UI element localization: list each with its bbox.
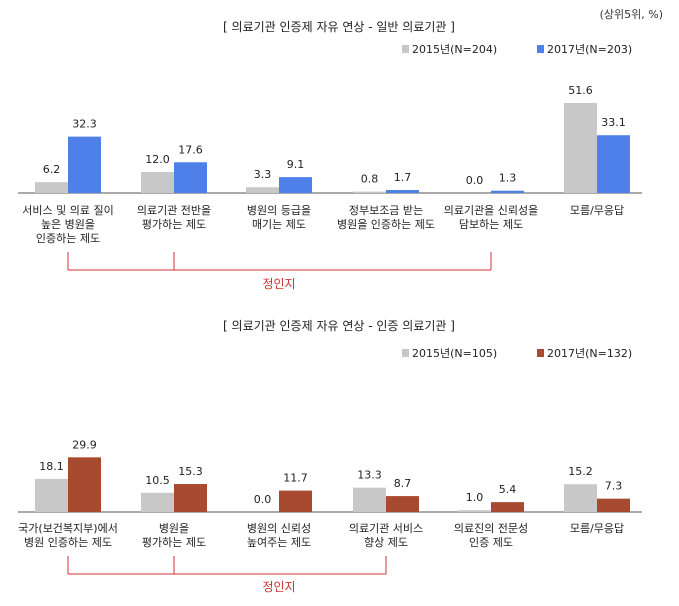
- bar: [174, 162, 207, 193]
- bar: [353, 191, 386, 193]
- data-label: 51.6: [568, 84, 593, 97]
- bar: [279, 490, 312, 512]
- bar: [141, 172, 174, 193]
- data-label: 13.3: [357, 469, 382, 482]
- category-label: 향상 제도: [364, 536, 408, 549]
- category-label: 서비스 및 의료 질이: [22, 204, 113, 217]
- data-label: 0.8: [361, 173, 379, 186]
- legend-label: 2015년(N=105): [412, 347, 497, 360]
- data-label: 18.1: [39, 460, 64, 473]
- chart-title: [ 의료기관 인증제 자유 연상 - 일반 의료기관 ]: [223, 20, 455, 34]
- data-label: 11.7: [283, 472, 308, 485]
- data-label: 29.9: [72, 438, 97, 451]
- bar: [458, 510, 491, 512]
- legend-swatch: [537, 349, 544, 357]
- data-label: 12.0: [145, 153, 170, 166]
- bar: [386, 496, 419, 512]
- legend-swatch: [402, 45, 409, 53]
- data-label: 32.3: [72, 118, 97, 131]
- data-label: 8.7: [394, 477, 412, 490]
- bar: [353, 487, 386, 512]
- data-label: 3.3: [254, 168, 272, 181]
- data-label: 9.1: [287, 158, 305, 171]
- category-label: 높은 병원을: [41, 218, 95, 231]
- legend-label: 2017년(N=132): [547, 347, 632, 360]
- data-label: 1.7: [394, 171, 412, 184]
- bar: [35, 478, 68, 512]
- category-label: 병원을: [159, 522, 189, 535]
- bar: [35, 182, 68, 193]
- category-label: 모름/무응답: [570, 204, 624, 217]
- data-label: 15.3: [178, 465, 203, 478]
- category-label: 국가(보건복지부)에서: [18, 522, 118, 535]
- legend-label: 2017년(N=203): [547, 43, 632, 56]
- data-label: 1.0: [466, 491, 484, 504]
- data-label: 1.3: [499, 172, 517, 185]
- category-label: 병원 인증하는 제도: [24, 535, 112, 549]
- category-label: 평가하는 제도: [142, 217, 206, 231]
- category-label: 병원의 신뢰성: [247, 522, 311, 535]
- bar: [564, 102, 597, 193]
- data-label: 6.2: [43, 163, 61, 176]
- bar: [386, 190, 419, 193]
- bar: [491, 502, 524, 512]
- category-label: 정부보조금 받는: [349, 204, 423, 217]
- data-label: 0.0: [466, 174, 484, 187]
- unit-note: (상위5위, %): [599, 8, 663, 21]
- category-label: 의료기관을 신뢰성을: [444, 204, 539, 217]
- legend-label: 2015년(N=204): [412, 43, 497, 56]
- bar: [279, 177, 312, 193]
- data-label: 15.2: [568, 465, 593, 478]
- bracket-label: 정인지: [262, 277, 295, 291]
- bar: [597, 135, 630, 193]
- bar: [68, 136, 101, 193]
- bracket-label: 정인지: [262, 580, 295, 594]
- category-label: 담보하는 제도: [459, 217, 523, 231]
- bar: [141, 492, 174, 512]
- chart-2: [ 의료기관 인증제 자유 연상 - 인증 의료기관 ] 2015년(N=105)…: [18, 319, 642, 594]
- category-label: 의료진의 전문성: [454, 522, 528, 535]
- category-label: 의료기관 전반을: [137, 204, 211, 217]
- category-label: 모름/무응답: [570, 522, 624, 535]
- bar: [68, 457, 101, 512]
- data-label: 0.0: [254, 493, 272, 506]
- category-label: 인증 제도: [469, 536, 513, 549]
- bar: [597, 498, 630, 512]
- category-label: 평가하는 제도: [142, 535, 206, 549]
- category-label: 병원을 인증하는 제도: [337, 217, 435, 231]
- data-label: 33.1: [601, 116, 626, 129]
- category-label: 인증하는 제도: [36, 231, 100, 245]
- data-label: 10.5: [145, 474, 170, 487]
- category-label: 매기는 제도: [252, 218, 306, 231]
- data-label: 17.6: [178, 143, 203, 156]
- bar: [491, 190, 524, 193]
- chart-1: [ 의료기관 인증제 자유 연상 - 일반 의료기관 ] 2015년(N=204)…: [18, 20, 642, 291]
- bar: [246, 187, 279, 193]
- chart-title: [ 의료기관 인증제 자유 연상 - 인증 의료기관 ]: [223, 319, 455, 333]
- category-label: 병원의 등급을: [247, 204, 311, 217]
- legend-swatch: [402, 349, 409, 357]
- category-label: 의료기관 서비스: [349, 522, 423, 535]
- data-label: 5.4: [499, 483, 517, 496]
- bar: [564, 484, 597, 512]
- bar: [174, 484, 207, 512]
- category-label: 높여주는 제도: [247, 536, 311, 549]
- legend-swatch: [537, 45, 544, 53]
- data-label: 7.3: [605, 480, 623, 493]
